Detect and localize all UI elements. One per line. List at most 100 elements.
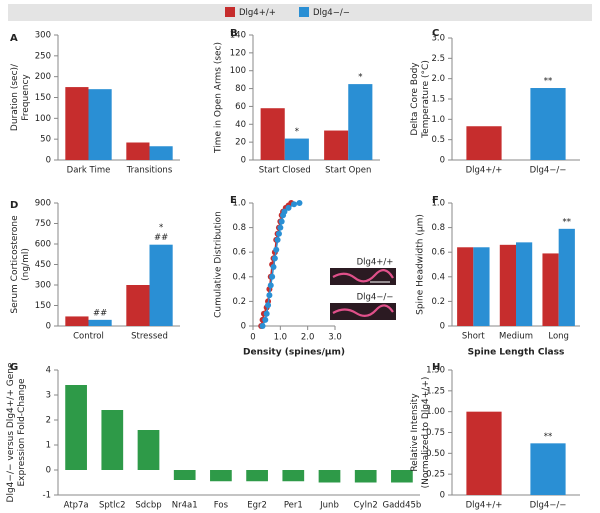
x-tick-label: Dlg4+/+ [466,166,503,176]
panel-letter: F [432,195,439,206]
point [278,218,285,225]
y-tick-label: 4 [46,366,51,376]
y-tick-label: 1.50 [426,366,445,376]
y-tick-label: 1.0 [431,115,445,125]
y-tick-label: 40 [235,120,246,130]
bar [260,108,285,160]
bar-annotation: ## [154,233,168,243]
y-tick-label: 300 [35,31,51,41]
bar [391,470,413,483]
point [259,323,266,329]
y-tick-label: 600 [35,240,51,250]
x-tick-label: Sdcbp [135,501,161,511]
legend-swatch [299,7,309,17]
inset-label: Dlg4+/+ [357,258,394,268]
y-tick-label: 0.2 [232,297,246,307]
bar [542,253,559,326]
y-tick-label: 0.25 [426,470,445,480]
panel-letter: G [10,362,18,373]
point [267,282,274,289]
point [269,273,276,280]
legend-label: Dlg4+/+ [239,8,276,18]
panel-letter: D [10,200,18,211]
y-axis-title: (Normalized to Dlg4+/+) [421,377,431,489]
inset-images [330,268,396,320]
x-tick-label: Start Closed [259,166,311,176]
y-axis-title: Time in Open Arms (sec) [214,42,224,154]
y-tick-label: 2 [46,416,51,426]
point [291,201,297,208]
x-tick-label: Junb [319,501,339,511]
y-tick-label: 1.25 [426,386,445,396]
bar [210,470,232,482]
y-tick-label: 0.4 [431,272,445,282]
panel-letter: A [10,33,18,44]
x-tick-label: Gadd45b [382,501,421,511]
y-tick-label: 300 [35,281,51,291]
y-tick-label: 80 [235,84,246,94]
x-tick-label: Medium [499,332,533,342]
x-tick-label: Cyln2 [354,501,378,511]
x-tick-label: Egr2 [247,501,267,511]
x-tick-label: Dlg4+/+ [466,501,503,511]
y-tick-label: 2.5 [431,54,445,64]
bar [530,443,566,495]
bar [65,385,87,470]
x-tick-label: Control [73,332,104,342]
y-tick-label: 20 [235,138,246,148]
point [296,200,303,206]
panel-letter: H [432,362,440,373]
bar [149,244,173,326]
bar [88,319,112,326]
y-tick-label: 140 [230,31,246,41]
x-axis-title: Spine Length Class [468,348,565,358]
x-tick-label: Nr4a1 [172,501,198,511]
bar [530,88,566,160]
y-tick-label: 0.6 [232,248,246,258]
panel-letter: E [230,195,237,206]
x-tick-label: 0 [250,333,255,343]
y-axis-title: Cumulative Distribution [214,211,224,318]
y-tick-label: 200 [35,72,51,82]
x-tick-label: Dark Time [67,166,111,176]
bar [126,142,150,160]
bar [466,411,502,495]
y-tick-label: 50 [40,135,51,145]
y-tick-label: 100 [230,66,246,76]
bar [457,247,474,326]
y-tick-label: 100 [35,114,51,124]
bar-annotation: ** [563,217,572,227]
point [271,255,278,262]
bar-annotation: * [295,127,299,137]
y-tick-label: 0.75 [426,428,445,438]
bar-annotation: ** [544,432,553,442]
y-tick-label: 250 [35,51,51,61]
y-tick-label: 1.5 [431,95,445,105]
panel-letter: B [230,28,238,39]
x-tick-label: 3.0 [328,333,342,343]
y-tick-label: 0.5 [431,135,445,145]
y-tick-label: 0 [241,156,246,166]
y-tick-label: 1 [46,441,51,451]
y-axis-title: Duration (sec)/ [10,63,20,131]
bar [516,242,533,326]
y-axis-title: Frequency [21,74,31,121]
x-tick-label: Dlg4−/− [530,501,567,511]
y-tick-label: 3.0 [431,34,445,44]
legend-swatch [225,7,235,17]
point [270,263,277,270]
bar [284,138,309,160]
y-tick-label: 0.4 [232,272,246,282]
point [275,230,282,237]
y-tick-label: 0 [440,156,445,166]
point [274,236,281,243]
bar [149,146,173,160]
x-tick-label: Atp7a [64,501,89,511]
y-axis-title: Temperature (°C) [421,60,431,139]
bar [348,84,373,160]
panel-letter: C [432,28,439,39]
y-tick-label: 120 [230,48,246,58]
bar [558,228,575,326]
y-tick-label: 450 [35,260,51,270]
bar [101,410,124,470]
